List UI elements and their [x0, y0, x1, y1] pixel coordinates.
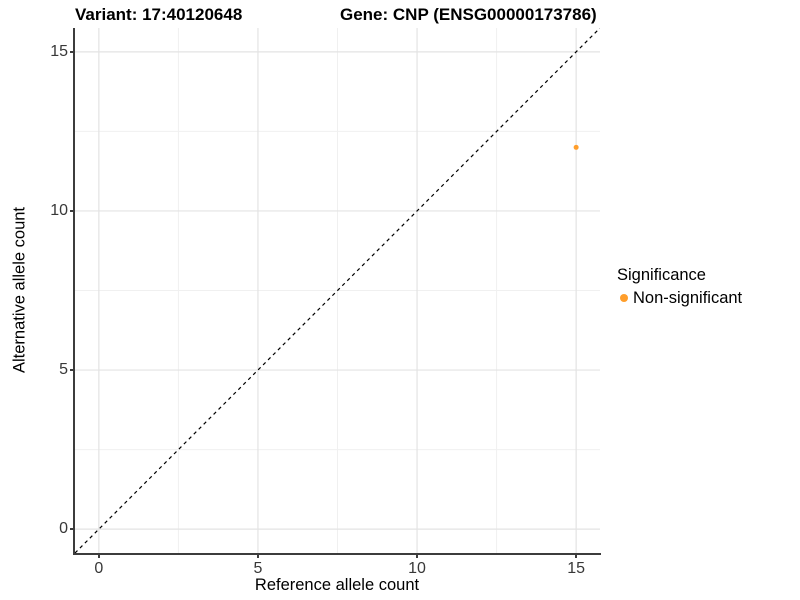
x-tick-label: 15 [567, 560, 586, 577]
y-tick-label: 5 [59, 361, 68, 379]
gene-title: Gene: CNP (ENSG00000173786) [340, 5, 597, 24]
legend-item-label: Non-significant [633, 289, 743, 307]
x-axis-title: Reference allele count [254, 576, 420, 594]
x-tick-mark [575, 553, 577, 558]
legend-point-icon [620, 294, 628, 302]
y-tick-label: 15 [50, 42, 68, 60]
variant-title: Variant: 17:40120648 [75, 5, 243, 24]
y-axis-line [73, 28, 75, 555]
y-tick-label: 10 [50, 201, 68, 219]
y-tick-mark [70, 369, 75, 371]
identity-line [75, 28, 600, 553]
y-tick-mark [70, 51, 75, 53]
x-tick-label: 10 [408, 560, 426, 577]
legend: Significance Non-significant [617, 265, 742, 308]
data-point [573, 144, 579, 150]
legend-title: Significance [617, 266, 706, 284]
x-tick-label: 0 [94, 560, 104, 577]
y-axis-title: Alternative allele count [10, 206, 29, 374]
plot-panel-svg [75, 28, 600, 553]
y-tick-mark [70, 210, 75, 212]
y-tick-label: 0 [59, 520, 68, 538]
x-tick-label: 5 [253, 560, 263, 577]
x-tick-mark [98, 553, 100, 558]
legend-item: Non-significant [617, 288, 742, 308]
x-tick-mark [257, 553, 259, 558]
x-tick-mark [416, 553, 418, 558]
x-axis-line [73, 553, 602, 555]
y-tick-mark [70, 528, 75, 530]
